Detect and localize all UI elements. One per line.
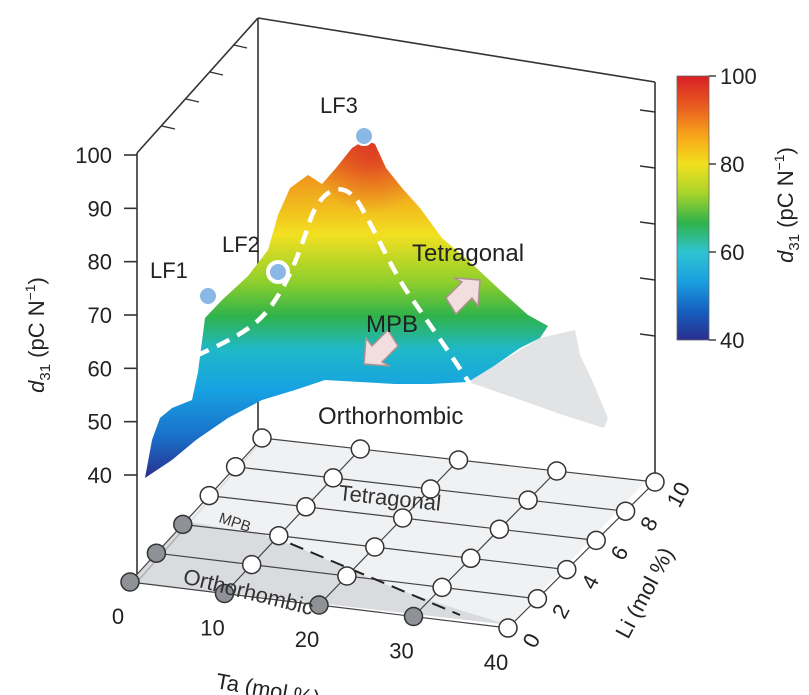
- surface-tetragonal-label: Tetragonal: [412, 240, 524, 267]
- base-grid-node: [615, 501, 636, 521]
- base-grid-node: [527, 589, 548, 609]
- x-axis-label: Ta (mol %): [214, 668, 322, 695]
- base-grid-node: [403, 606, 424, 627]
- composition-points: LF1 LF2 LF3: [150, 93, 374, 306]
- back-ticks: [161, 44, 656, 337]
- svg-text:d31 (pC N−1): d31 (pC N−1): [771, 147, 803, 263]
- base-grid-node: [309, 595, 329, 615]
- base-grid-node: [337, 566, 357, 586]
- base-grid-node: [225, 457, 246, 477]
- orthorhombic-surface-gray: [468, 330, 608, 428]
- base-grid-node: [296, 497, 316, 517]
- base-grid-node: [350, 439, 371, 459]
- base-grid-node: [214, 583, 235, 604]
- z-tick-label: 50: [88, 410, 112, 435]
- colorbar-ticks: 40 60 80 100: [709, 64, 757, 353]
- z-label-unit: (pC N: [24, 300, 49, 364]
- base-grid-node: [392, 508, 413, 528]
- colorbar-tick-label: 40: [720, 328, 744, 353]
- z-tick-label: 80: [88, 250, 112, 275]
- top-back-edge: [257, 17, 656, 83]
- base-grid-node: [241, 554, 262, 575]
- tetragonal-arrow: [445, 277, 481, 316]
- base-grid-node: [586, 530, 606, 551]
- x-tick-label: 20: [295, 627, 319, 652]
- x-tick-label: 10: [200, 616, 224, 641]
- colorbar-gradient: [676, 75, 710, 341]
- point-lf2-marker: [266, 260, 290, 284]
- base-grid-node: [252, 428, 272, 448]
- z-label-sub: 31: [37, 364, 54, 381]
- surface-orthorhombic-label: Orthorhombic: [318, 403, 463, 430]
- x-tick-group: 0 10 20 30 40: [112, 604, 508, 675]
- surface-phase-labels: Tetragonal MPB Orthorhombic: [318, 240, 524, 430]
- point-lf1-marker: [198, 286, 218, 306]
- base-grid-node: [432, 577, 452, 598]
- z-tick-group: 40 50 60 70 80 90 100: [75, 143, 137, 488]
- z-tick-label: 100: [75, 143, 112, 168]
- point-lf3-label: LF3: [320, 93, 358, 118]
- base-mpb-line: [269, 534, 461, 616]
- x-tick-label: 30: [389, 639, 413, 664]
- z-tick-label: 40: [88, 463, 112, 488]
- base-grid-node: [448, 450, 469, 470]
- surface-mpb-label: MPB: [366, 311, 418, 338]
- x-tick-label: 40: [484, 650, 508, 675]
- base-grid-node: [518, 490, 538, 510]
- base-plane: [120, 428, 665, 638]
- colorbar-label: d31 (pC N−1): [771, 147, 803, 263]
- colorbar: 40 60 80 100 d31 (pC N−1): [676, 64, 803, 353]
- colorbar-tick-label: 60: [720, 240, 744, 265]
- y-tick-label: 6: [606, 542, 634, 565]
- base-grid-node: [173, 514, 193, 535]
- base-grid-node: [120, 572, 140, 592]
- y-tick-label: 10: [662, 478, 696, 511]
- z-label-close: ): [24, 277, 49, 284]
- base-grid-node: [489, 519, 510, 539]
- mpb-arrow: [363, 328, 399, 367]
- point-lf3-marker: [354, 126, 374, 146]
- z-label-main: d: [24, 380, 49, 393]
- z-label-sup: −1: [22, 284, 38, 300]
- base-grid-node: [547, 461, 567, 481]
- d31-surface: [145, 140, 608, 478]
- base-grid-node: [557, 559, 577, 580]
- base-grid-node: [365, 537, 385, 557]
- top-left-edge: [136, 17, 259, 154]
- point-lf2-label: LF2: [222, 232, 260, 257]
- colorbar-tick-label: 80: [720, 152, 744, 177]
- base-grid-node: [461, 548, 481, 569]
- z-axis-label: d31 (pC N−1): [22, 277, 54, 393]
- base-grid-node: [645, 472, 665, 492]
- surface-peak-shade: [322, 140, 420, 232]
- base-grid-node: [269, 525, 289, 546]
- base-grid-node: [146, 543, 167, 563]
- z-tick-label: 90: [88, 196, 112, 221]
- tetragonal-base-region: [185, 438, 645, 625]
- z-tick-label: 70: [88, 303, 112, 328]
- x-tick-label: 0: [112, 604, 124, 629]
- z-tick-label: 60: [88, 356, 112, 381]
- y-tick-label: 8: [635, 512, 663, 535]
- base-grid-node: [420, 479, 441, 499]
- base-grid-node: [323, 468, 343, 488]
- surface-mpb-dashed: [195, 187, 472, 386]
- y-tick-label: 2: [547, 600, 575, 623]
- surface-main: [145, 140, 548, 478]
- base-grid-node: [199, 485, 219, 506]
- y-tick-label: 4: [576, 571, 604, 594]
- point-lf1-label: LF1: [150, 258, 188, 283]
- base-grid-node: [498, 618, 518, 638]
- colorbar-tick-label: 100: [720, 64, 757, 89]
- y-tick-label: 0: [517, 629, 545, 652]
- svg-text:d31 (pC N−1): d31 (pC N−1): [22, 277, 54, 393]
